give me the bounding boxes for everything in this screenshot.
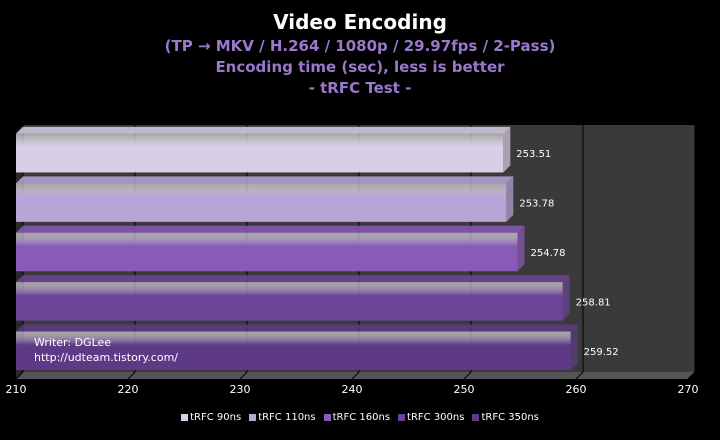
legend-item: tRFC 110ns	[249, 412, 316, 423]
gridline-floor	[127, 371, 136, 380]
x-tick-label: 250	[454, 383, 475, 396]
chart-title: Video Encoding	[273, 10, 447, 34]
bar-end-face	[506, 176, 514, 222]
bar-end-face	[570, 324, 578, 371]
gridline-floor	[575, 371, 584, 380]
writer-annotation: http://udteam.tistory.com/	[34, 351, 178, 364]
legend-swatch	[249, 413, 257, 421]
legend-item: tRFC 90ns	[181, 412, 241, 423]
chart-subtitle-3: - tRFC Test -	[308, 79, 412, 97]
legend-label: tRFC 160ns	[332, 412, 391, 423]
writer-annotation: Writer: DGLee	[34, 336, 111, 349]
gridline-floor	[351, 371, 360, 380]
x-tick-label: 220	[118, 383, 139, 396]
bar	[16, 282, 563, 321]
gridline-floor	[463, 371, 472, 380]
chart-subtitle-2: Encoding time (sec), less is better	[215, 58, 505, 76]
data-label: 254.78	[531, 248, 566, 259]
chart-legend: tRFC 90ns tRFC 110ns tRFC 160ns tRFC 300ns t…	[0, 412, 720, 423]
legend-swatch	[472, 413, 480, 421]
bar	[16, 232, 518, 272]
x-tick-label: 270	[678, 383, 699, 396]
bar	[16, 183, 507, 222]
data-label: 258.81	[576, 297, 611, 308]
bar-top-face	[16, 324, 578, 332]
bar-top-face	[16, 126, 511, 134]
legend-item: tRFC 160ns	[323, 412, 391, 423]
gridline-floor	[687, 371, 696, 380]
bar-end-face	[503, 126, 511, 173]
x-tick-label: 210	[6, 383, 27, 396]
bar	[16, 133, 504, 173]
legend-swatch	[323, 413, 331, 421]
legend-item: tRFC 350ns	[472, 412, 539, 423]
data-label: 259.52	[584, 347, 619, 358]
bar-end-face	[562, 275, 570, 321]
data-label: 253.78	[519, 199, 554, 210]
chart-subtitle-1: (TP → MKV / H.264 / 1080p / 29.97fps / 2…	[164, 37, 556, 55]
bar-top-face	[16, 275, 570, 283]
chart-titles: Video Encoding (TP → MKV / H.264 / 1080p…	[0, 8, 720, 99]
x-tick-label: 230	[230, 383, 251, 396]
x-tick-label: 240	[342, 383, 363, 396]
bar-top-face	[16, 225, 525, 233]
legend-swatch	[181, 413, 189, 421]
gridline-floor	[15, 371, 24, 380]
legend-label: tRFC 90ns	[190, 412, 242, 423]
data-label: 253.51	[516, 149, 551, 160]
bar	[16, 331, 571, 371]
legend-label: tRFC 110ns	[258, 412, 316, 423]
legend-label: tRFC 300ns	[407, 412, 465, 423]
x-tick-label: 260	[566, 383, 587, 396]
legend-swatch	[398, 413, 406, 421]
bar-top-face	[16, 176, 514, 184]
gridline-floor	[239, 371, 248, 380]
legend-label: tRFC 350ns	[481, 412, 539, 423]
legend-item: tRFC 300ns	[398, 412, 464, 423]
bar-end-face	[517, 225, 525, 272]
